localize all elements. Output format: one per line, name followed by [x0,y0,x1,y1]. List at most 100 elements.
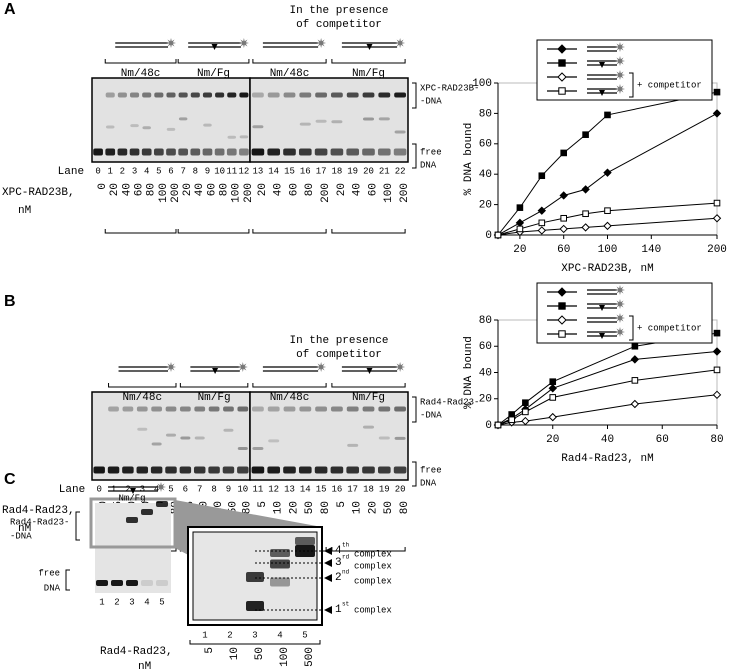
gel-band [393,466,407,474]
bracket [104,229,177,234]
y-tick-label: 20 [479,394,492,406]
gel-band [394,130,406,134]
lane-number: 3 [252,630,257,640]
gel [249,391,409,481]
star-label [615,84,625,94]
gel-band [270,577,290,587]
data-point [537,226,547,235]
data-point [603,168,612,177]
gel-band [267,406,280,412]
brace [412,396,417,423]
gel-band [122,466,134,474]
data-point [516,225,524,233]
lane-number: 3 [140,484,145,494]
star-label [316,38,327,48]
data-point [581,223,590,232]
gel-band [378,406,391,412]
concentration: 60 [206,183,218,196]
x-tick-label: 80 [710,434,723,446]
gel-band [362,466,375,474]
gel-band [378,436,390,440]
legend-symbol [558,87,566,95]
star-label [615,42,625,52]
x-tick-label: 40 [601,434,614,446]
lane-number: 4 [144,166,149,176]
data-point [559,224,568,234]
lane-number: 20 [395,484,406,494]
brace [65,569,70,591]
lane-number: 19 [379,484,390,494]
data-point [712,347,722,356]
complex-label: complex [354,576,392,586]
concentration: 10 [352,501,364,514]
lane-number: 2 [227,630,232,640]
data-point [559,191,568,200]
lane-number: 6 [183,484,188,494]
concentration: 40 [352,183,364,196]
gel-band [246,601,264,611]
gel-band [362,425,375,429]
star-label [395,38,406,48]
lane-number: 4 [277,630,282,640]
complex-sup: rd [342,554,350,561]
gel-band [362,92,375,98]
y-tick-label: 60 [479,139,492,151]
gel-band [251,406,264,412]
data-point [494,231,502,239]
data-point [537,206,547,215]
concentration: 100 [383,183,395,203]
gel-band [394,406,407,412]
gel-band [193,466,206,474]
legend [536,39,713,101]
series-line [497,351,718,426]
data-point [631,377,639,384]
data-point [538,172,546,180]
lesion [366,368,373,374]
lane-number: 5 [302,630,307,640]
complex-sup: st [342,601,349,608]
gel-band [330,466,344,474]
lane-number: 1 [202,630,207,640]
lane-number: 1 [99,597,104,607]
legend-note: + competitor [637,323,702,333]
gel-band [346,406,359,412]
lane-number: 18 [331,166,342,176]
x-tick-label: 100 [598,244,618,256]
gel-band [203,123,212,127]
protein-label: nM [18,523,31,535]
bracket [331,383,406,388]
lane-number: 3 [129,597,134,607]
gel-band [214,148,225,156]
construct-label: Nm/Fg [352,68,385,80]
concentration: 20 [257,183,269,196]
brace [75,511,80,541]
gel-band [362,148,375,156]
y-tick-label: 40 [479,367,492,379]
gel [91,391,251,481]
y-tick-label: 80 [479,108,492,120]
gel-band [130,124,139,128]
lane-number: 14 [300,484,311,494]
star-label [238,38,249,48]
lane-number: 9 [205,166,210,176]
gel-band [315,92,328,98]
highlight-box [89,497,177,549]
gel-band [346,466,360,474]
data-point [603,221,612,231]
lane-number: 5 [168,484,173,494]
gel-band [166,127,176,131]
lane-number: 17 [316,166,327,176]
lane-number: 2 [114,597,119,607]
data-point [560,149,568,157]
gel-band [141,509,153,515]
free-label: DNA [420,160,437,170]
gel-band [330,148,344,156]
x-axis-title: XPC-RAD23B, nM [561,263,653,275]
gel-band [117,148,128,156]
gel [91,77,251,163]
star-label [615,327,625,337]
gel-band [394,92,407,98]
lesion [599,305,605,311]
concentration: 20 [109,183,121,196]
lane-number: 18 [363,484,374,494]
